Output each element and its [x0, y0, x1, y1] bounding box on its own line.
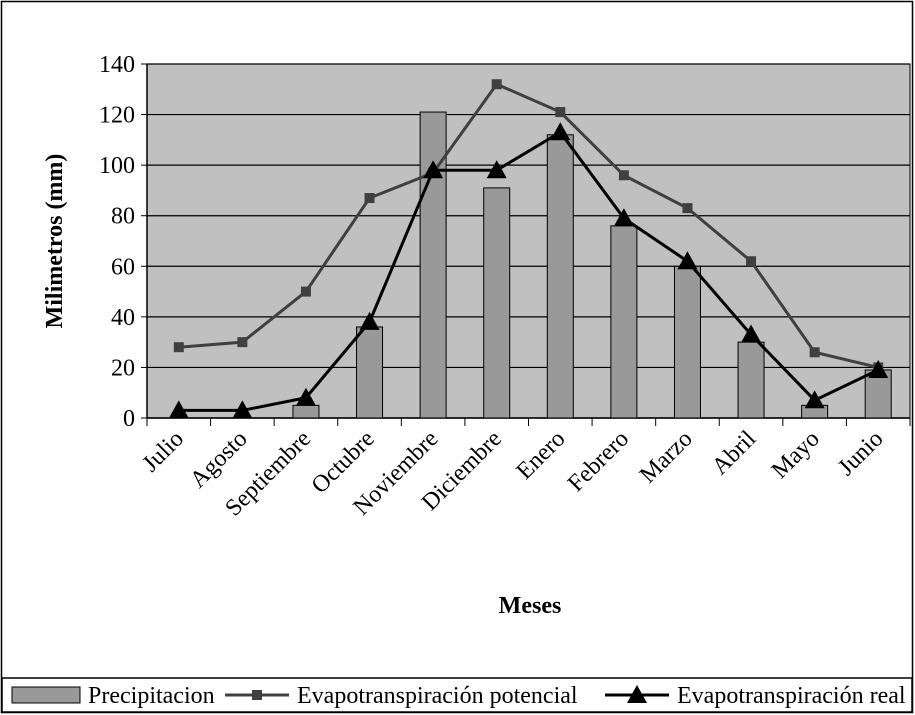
y-tick-label: 140 — [99, 52, 135, 78]
bar — [356, 326, 384, 419]
marker — [295, 387, 316, 406]
bar — [546, 134, 574, 419]
legend-swatch — [11, 686, 81, 704]
marker — [364, 193, 375, 204]
marker — [359, 311, 380, 330]
line — [178, 82, 879, 369]
marker — [746, 256, 757, 267]
bar — [292, 404, 320, 419]
y-tick-label: 60 — [111, 254, 135, 280]
marker — [300, 286, 311, 297]
plot-area — [146, 63, 911, 419]
marker — [741, 324, 762, 343]
y-tick-label: 120 — [99, 103, 135, 129]
marker — [868, 359, 889, 378]
marker — [168, 400, 189, 419]
marker — [613, 208, 634, 227]
marker — [682, 203, 693, 214]
bar — [737, 341, 765, 419]
legend — [1, 677, 913, 713]
y-axis-title: Milimetros (mm) — [42, 154, 68, 329]
marker — [677, 251, 698, 270]
y-tick-label: 0 — [123, 406, 135, 432]
legend-marker — [252, 690, 262, 700]
bar — [483, 187, 511, 419]
bar — [673, 265, 701, 419]
legend-label: Evapotranspiración real — [677, 683, 906, 709]
marker — [491, 79, 502, 90]
marker — [173, 342, 184, 353]
x-axis-title: Meses — [499, 593, 562, 619]
marker — [550, 122, 571, 141]
bar — [610, 225, 638, 419]
legend-label: Precipitacion — [88, 683, 215, 709]
legend-label: Evapotranspiración potencial — [297, 683, 578, 709]
y-tick-label: 80 — [111, 204, 135, 230]
marker — [555, 107, 566, 118]
bar — [864, 369, 892, 419]
y-tick-label: 40 — [111, 305, 135, 331]
marker — [486, 160, 507, 179]
marker — [237, 337, 248, 348]
legend-marker — [627, 685, 647, 703]
marker — [618, 170, 629, 181]
y-tick-label: 20 — [111, 355, 135, 381]
marker — [809, 347, 820, 358]
line — [178, 130, 879, 412]
marker — [423, 160, 444, 179]
y-tick-label: 100 — [99, 153, 135, 179]
marker — [804, 390, 825, 409]
marker — [232, 400, 253, 419]
